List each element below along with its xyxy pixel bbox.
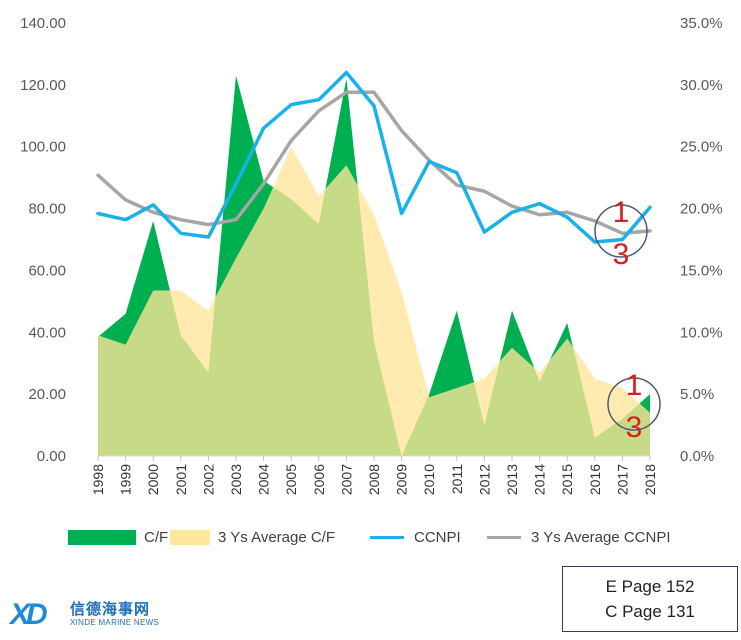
y-right-tick-label: 30.0%	[680, 77, 723, 94]
logo-chinese-name: 信德海事网	[70, 601, 151, 618]
x-tick-label: 2014	[532, 464, 548, 495]
y-right-tick-label: 10.0%	[680, 324, 723, 341]
annotation-layer: 1 3 1 3	[594, 196, 661, 444]
y-right-tick-label: 20.0%	[680, 201, 723, 218]
annotation-circle	[607, 377, 661, 431]
x-tick-label: 2010	[421, 464, 437, 495]
y-right-tick-label: 35.0%	[680, 15, 723, 32]
annotation-circle	[594, 204, 648, 258]
annotation-label: 1	[613, 196, 630, 229]
legend-item-avg-ccnpi: 3 Ys Average CCNPI	[487, 522, 671, 552]
legend-swatch-ccnpi	[370, 535, 404, 539]
x-tick-label: 2009	[394, 464, 410, 495]
x-tick-label: 2013	[504, 464, 520, 495]
legend-label-cf: C/F	[144, 528, 169, 546]
y-left-tick-label: 100.00	[20, 139, 66, 156]
y-right-tick-label: 5.0%	[680, 386, 714, 403]
y-left-tick-label: 0.00	[37, 448, 66, 465]
x-tick-label: 2005	[283, 464, 299, 495]
x-tick-label: 2001	[173, 464, 189, 495]
y-left-tick-label: 140.00	[20, 15, 66, 32]
annotation-label: 3	[613, 238, 630, 271]
y-right-tick-label: 15.0%	[680, 262, 723, 279]
line-ccnpi	[96, 70, 652, 244]
legend-swatch-avg-cf	[170, 529, 210, 545]
x-tick-label: 1998	[90, 464, 106, 495]
y-left-tick-label: 20.00	[28, 386, 66, 403]
line-avg-ccnpi	[96, 90, 652, 236]
x-tick-label: 2008	[366, 464, 382, 495]
area-layer	[98, 75, 650, 456]
page-ref-c: C Page 131	[605, 602, 695, 621]
x-tick-label: 2015	[559, 464, 575, 495]
x-tick-label: 2012	[476, 464, 492, 495]
legend: C/F 3 Ys Average C/F CCNPI 3 Ys Average …	[0, 522, 741, 552]
page-ref-e: E Page 152	[605, 577, 695, 596]
x-tick-label: 2018	[642, 464, 658, 495]
legend-item-cf: C/F	[68, 522, 168, 552]
x-tick-label: 2011	[449, 464, 465, 494]
legend-label-ccnpi: CCNPI	[414, 528, 461, 546]
annotation-label: 3	[626, 411, 643, 444]
legend-item-ccnpi: CCNPI	[370, 522, 461, 552]
line-layer	[96, 70, 652, 244]
combo-chart: 0.00 20.00 40.00 60.00 80.00 100.00 120.00 140.…	[20, 15, 722, 495]
x-tick-label: 2007	[338, 464, 354, 495]
y-left-tick-label: 60.00	[28, 262, 66, 279]
x-tick-label: 2004	[256, 464, 272, 495]
x-tick-label: 2002	[200, 464, 216, 495]
x-tick-label: 1999	[118, 464, 134, 495]
logo-mark: XD	[10, 598, 48, 631]
x-tick-label: 2016	[587, 464, 603, 495]
y-right-tick-label: 25.0%	[680, 139, 723, 156]
legend-item-avg-cf: 3 Ys Average C/F	[170, 522, 335, 552]
y-left-tick-label: 80.00	[28, 201, 66, 218]
y-left-tick-label: 120.00	[20, 77, 66, 94]
annotation-label: 1	[626, 369, 643, 402]
page-reference-box: E Page 152 C Page 131	[562, 566, 738, 632]
y-left-tick-label: 40.00	[28, 324, 66, 341]
logo: XD 信德海事网 XINDE MARINE NEWS	[10, 596, 200, 636]
y-right-tick-label: 0.0%	[680, 448, 714, 465]
x-tick-label: 2003	[228, 464, 244, 495]
legend-swatch-cf	[68, 529, 136, 545]
area-avg-cf	[98, 146, 650, 456]
legend-swatch-avg-ccnpi	[487, 535, 521, 539]
x-tick-label: 2017	[614, 464, 630, 495]
axes-layer: 0.00 20.00 40.00 60.00 80.00 100.00 120.00 140.…	[20, 15, 722, 495]
legend-label-avg-cf: 3 Ys Average C/F	[218, 528, 336, 546]
legend-label-avg-ccnpi: 3 Ys Average CCNPI	[531, 528, 671, 546]
x-tick-label: 2006	[311, 464, 327, 495]
logo-english-name: XINDE MARINE NEWS	[70, 618, 160, 627]
x-tick-label: 2000	[145, 464, 161, 495]
